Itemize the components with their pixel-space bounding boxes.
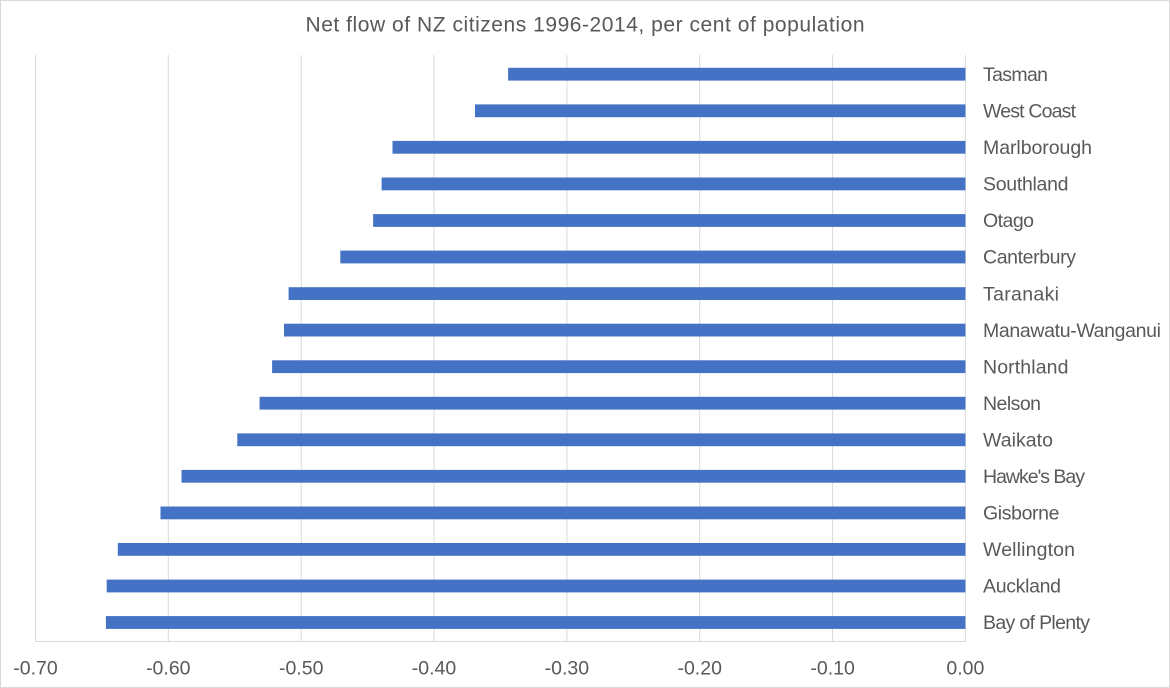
- svg-text:Waikato: Waikato: [983, 430, 1053, 452]
- svg-text:Otago: Otago: [983, 210, 1034, 232]
- svg-text:Wellington: Wellington: [983, 539, 1075, 561]
- svg-text:Bay of Plenty: Bay of Plenty: [983, 612, 1090, 634]
- svg-text:Tasman: Tasman: [983, 64, 1048, 86]
- svg-text:-0.50: -0.50: [279, 657, 324, 679]
- svg-text:Auckland: Auckland: [983, 576, 1061, 598]
- svg-text:-0.20: -0.20: [677, 657, 722, 679]
- svg-text:-0.30: -0.30: [545, 657, 590, 679]
- svg-text:Nelson: Nelson: [983, 393, 1041, 415]
- svg-text:Northland: Northland: [983, 356, 1069, 378]
- svg-text:Hawke's Bay: Hawke's Bay: [983, 466, 1085, 488]
- svg-text:Southland: Southland: [983, 174, 1069, 196]
- svg-text:Taranaki: Taranaki: [983, 283, 1059, 305]
- svg-text:Marlborough: Marlborough: [983, 137, 1092, 159]
- svg-text:Canterbury: Canterbury: [983, 247, 1076, 269]
- svg-text:-0.70: -0.70: [13, 657, 58, 679]
- svg-text:-0.60: -0.60: [146, 657, 191, 679]
- svg-text:West Coast: West Coast: [983, 101, 1077, 123]
- svg-text:Gisborne: Gisborne: [983, 503, 1060, 525]
- svg-text:Net flow of NZ citizens 1996-2: Net flow of NZ citizens 1996-2014, per c…: [306, 13, 865, 36]
- svg-text:-0.10: -0.10: [810, 657, 855, 679]
- svg-text:0.00: 0.00: [946, 657, 984, 679]
- svg-text:Manawatu-Wanganui: Manawatu-Wanganui: [983, 320, 1161, 342]
- svg-text:-0.40: -0.40: [412, 657, 457, 679]
